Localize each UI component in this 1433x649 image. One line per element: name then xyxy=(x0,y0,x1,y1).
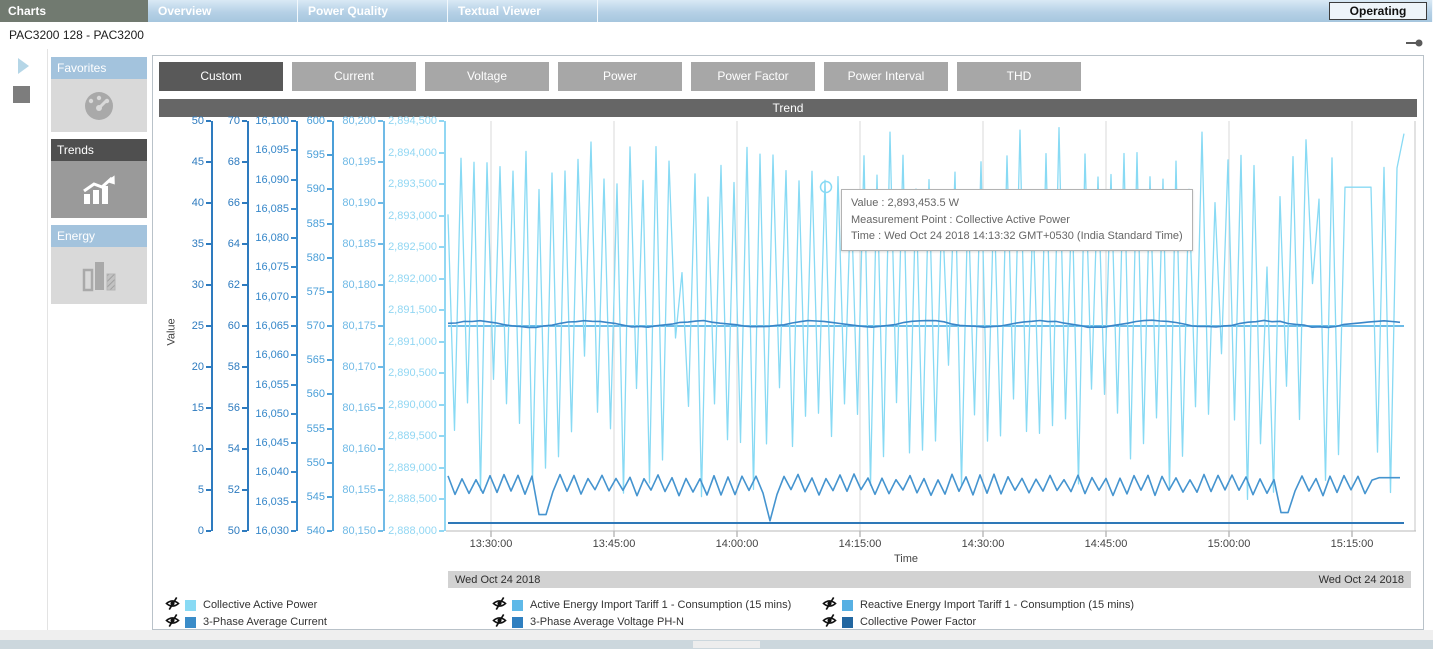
legend-item: Active Energy Import Tariff 1 - Consumpt… xyxy=(492,597,822,613)
eye-slash-icon[interactable] xyxy=(492,597,507,613)
chart-canvas xyxy=(446,121,1416,538)
series-3-phase-average-current xyxy=(448,474,1400,521)
chart-tab-current[interactable]: Current xyxy=(292,62,416,91)
bottom-gap xyxy=(0,630,1433,640)
legend-label: 3-Phase Average Voltage PH-N xyxy=(530,616,684,628)
chart-tab-thd[interactable]: THD xyxy=(957,62,1081,91)
top-tab-spacer xyxy=(598,0,1433,22)
tooltip-measurement-point: Measurement Point : Collective Active Po… xyxy=(851,212,1183,229)
chart-tab-power[interactable]: Power xyxy=(558,62,682,91)
sidebar-favorites-label: Favorites xyxy=(51,57,147,79)
expand-arrow-icon[interactable] xyxy=(18,58,29,74)
trend-arrow-icon xyxy=(51,161,147,218)
y-axis-5: 2,894,5002,894,0002,893,5002,893,0002,89… xyxy=(385,121,446,531)
x-tick-label: 14:30:00 xyxy=(948,538,1018,550)
plot-area[interactable]: Value : 2,893,453.5 W Measurement Point … xyxy=(446,121,1416,538)
series-color-swatch xyxy=(512,617,523,628)
tooltip-value: Value : 2,893,453.5 W xyxy=(851,195,1183,212)
x-tick-label: 14:00:00 xyxy=(702,538,772,550)
sidebar: Favorites Trends xyxy=(48,49,147,630)
date-start: Wed Oct 24 2018 xyxy=(455,574,540,586)
pin-icon[interactable] xyxy=(1406,31,1423,58)
legend-item: Collective Power Factor xyxy=(822,614,1417,630)
series-color-swatch xyxy=(185,600,196,611)
legend-label: Collective Power Factor xyxy=(860,616,976,628)
collapse-strip xyxy=(0,49,48,630)
breadcrumb-bar: PAC3200 128 - PAC3200 xyxy=(0,22,1433,49)
series-color-swatch xyxy=(842,600,853,611)
tab-overview[interactable]: Overview xyxy=(148,0,298,22)
legend-label: 3-Phase Average Current xyxy=(203,616,327,628)
legend: Collective Active Power 3-Phase Average C… xyxy=(165,597,1417,630)
x-tick-label: 13:30:00 xyxy=(456,538,526,550)
eye-slash-icon[interactable] xyxy=(165,597,180,613)
legend-item: Collective Active Power xyxy=(165,597,492,613)
series-color-swatch xyxy=(512,600,523,611)
gauge-icon xyxy=(51,79,147,132)
energy-bars-icon xyxy=(51,247,147,304)
sidebar-trends-label: Trends xyxy=(51,139,147,161)
legend-label: Reactive Energy Import Tariff 1 - Consum… xyxy=(860,599,1134,611)
top-tab-bar: Charts Overview Power Quality Textual Vi… xyxy=(0,0,1433,22)
eye-slash-icon[interactable] xyxy=(165,614,180,630)
chart-tab-power-factor[interactable]: Power Factor xyxy=(691,62,815,91)
y-axis-0: 50454035302520151050 xyxy=(173,121,213,531)
x-tick-label: 14:45:00 xyxy=(1071,538,1141,550)
eye-slash-icon[interactable] xyxy=(822,597,837,613)
tab-charts[interactable]: Charts xyxy=(0,0,148,22)
operating-status-button[interactable]: Operating xyxy=(1329,2,1427,20)
legend-label: Collective Active Power xyxy=(203,599,317,611)
chart-panel: Custom Current Voltage Power Power Factor Pow… xyxy=(152,55,1424,630)
tab-textual-viewer[interactable]: Textual Viewer xyxy=(448,0,598,22)
chart-tab-voltage[interactable]: Voltage xyxy=(425,62,549,91)
x-axis-tick-labels: 13:30:00 13:45:00 14:00:00 14:15:00 14:30:00… xyxy=(159,538,1417,553)
horizontal-scrollbar[interactable] xyxy=(0,640,1433,649)
series-color-swatch xyxy=(185,617,196,628)
y-axis-title: Value xyxy=(159,121,173,538)
y-axis-4: 80,20080,19580,19080,18580,18080,17580,1… xyxy=(334,121,385,531)
chart-tooltip: Value : 2,893,453.5 W Measurement Point … xyxy=(841,189,1193,251)
x-tick-label: 13:45:00 xyxy=(579,538,649,550)
legend-item: Reactive Energy Import Tariff 1 - Consum… xyxy=(822,597,1417,613)
x-axis-title: Time xyxy=(159,553,1417,566)
x-tick-label: 15:00:00 xyxy=(1194,538,1264,550)
application-window: Charts Overview Power Quality Textual Vi… xyxy=(0,0,1433,649)
tab-power-quality[interactable]: Power Quality xyxy=(298,0,448,22)
eye-slash-icon[interactable] xyxy=(822,614,837,630)
sidebar-energy-label: Energy xyxy=(51,225,147,247)
breadcrumb: PAC3200 128 - PAC3200 xyxy=(9,28,144,42)
selected-point-marker xyxy=(821,182,832,193)
horizontal-scrollbar-thumb[interactable] xyxy=(693,641,760,648)
y-axis-3: 600595590585580575570565560555550545540 xyxy=(298,121,334,531)
trend-chart: Value 5045403530252015105070686664626058… xyxy=(159,121,1417,538)
x-tick-label: 15:15:00 xyxy=(1317,538,1387,550)
y-axes: 5045403530252015105070686664626058565452… xyxy=(173,121,446,531)
x-tick-label: 14:15:00 xyxy=(825,538,895,550)
sidebar-item-trends[interactable]: Trends xyxy=(51,139,147,218)
eye-slash-icon[interactable] xyxy=(492,614,507,630)
sidebar-item-favorites[interactable]: Favorites xyxy=(51,57,147,132)
legend-item: 3-Phase Average Voltage PH-N xyxy=(492,614,822,630)
legend-item: 3-Phase Average Current xyxy=(165,614,492,630)
date-range-bar: Wed Oct 24 2018 Wed Oct 24 2018 xyxy=(448,571,1411,588)
series-collective-active-power xyxy=(448,128,1404,500)
series-color-swatch xyxy=(842,617,853,628)
legend-label: Active Energy Import Tariff 1 - Consumpt… xyxy=(530,599,791,611)
chart-tab-custom[interactable]: Custom xyxy=(159,62,283,91)
y-axis-2: 16,10016,09516,09016,08516,08016,07516,0… xyxy=(249,121,298,531)
date-end: Wed Oct 24 2018 xyxy=(1319,574,1404,586)
chart-tab-power-interval[interactable]: Power Interval xyxy=(824,62,948,91)
sidebar-item-energy[interactable]: Energy xyxy=(51,225,147,304)
chart-tab-bar: Custom Current Voltage Power Power Factor Pow… xyxy=(159,62,1417,91)
tooltip-time: Time : Wed Oct 24 2018 14:13:32 GMT+0530… xyxy=(851,228,1183,245)
collapse-square-icon[interactable] xyxy=(13,86,30,103)
y-axis-1: 7068666462605856545250 xyxy=(213,121,249,531)
